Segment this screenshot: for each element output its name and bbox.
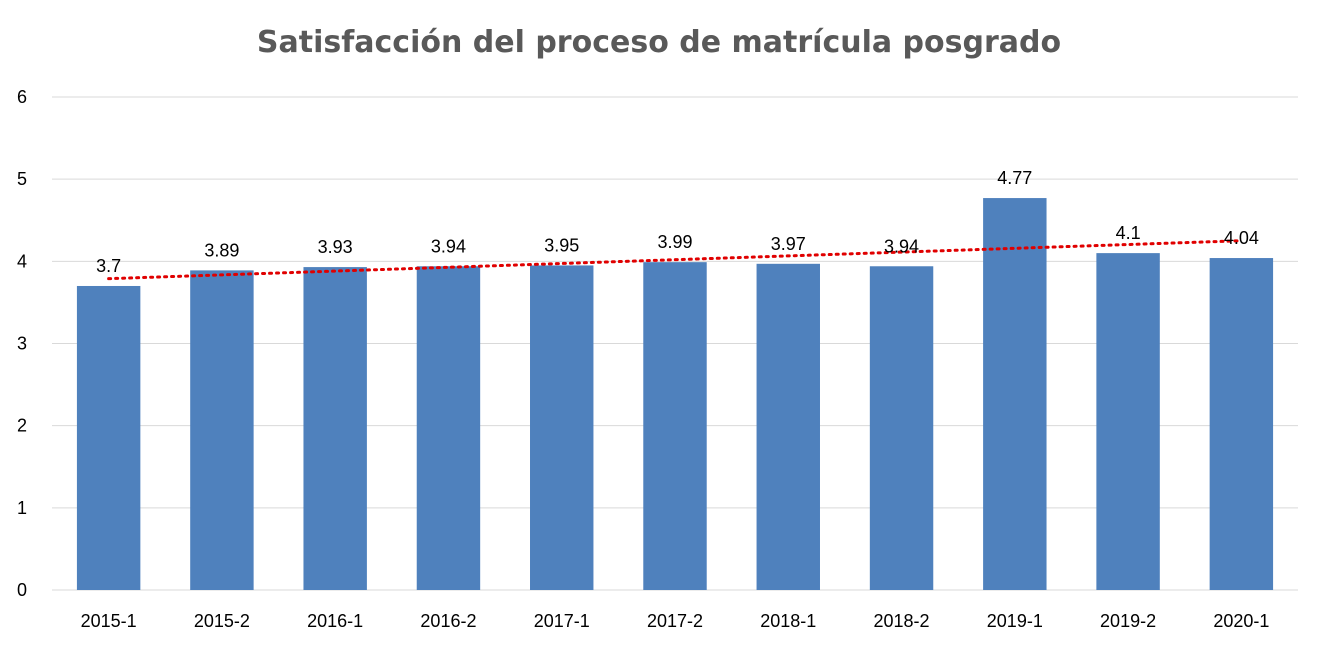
x-tick-label: 2018-1 bbox=[760, 611, 816, 631]
x-axis-ticks: 2015-1 2015-2 2016-1 2016-2 2017-1 2017-2 2018… bbox=[81, 611, 1270, 631]
bar bbox=[76, 285, 141, 590]
data-label: 3.94 bbox=[431, 236, 466, 256]
bar bbox=[530, 265, 594, 590]
y-axis-ticks: 0 1 2 3 4 5 6 bbox=[17, 87, 27, 600]
data-label: 3.97 bbox=[771, 234, 806, 254]
x-tick-label: 2015-2 bbox=[194, 611, 250, 631]
x-tick-label: 2019-1 bbox=[987, 611, 1043, 631]
y-tick-label: 1 bbox=[17, 498, 27, 518]
x-tick-label: 2015-1 bbox=[81, 611, 137, 631]
trendline bbox=[107, 239, 1243, 281]
bar bbox=[303, 267, 367, 590]
bar bbox=[983, 198, 1047, 590]
bar bbox=[416, 266, 481, 590]
x-tick-label: 2017-1 bbox=[534, 611, 590, 631]
data-label: 3.89 bbox=[204, 240, 239, 260]
y-tick-label: 3 bbox=[17, 334, 27, 354]
data-label: 4.04 bbox=[1224, 228, 1259, 248]
trendline-layer bbox=[107, 239, 1243, 281]
data-label: 3.94 bbox=[884, 236, 919, 256]
x-tick-label: 2016-2 bbox=[420, 611, 476, 631]
data-label: 4.1 bbox=[1116, 223, 1141, 243]
data-label: 3.93 bbox=[318, 237, 353, 257]
y-tick-label: 5 bbox=[17, 169, 27, 189]
bar bbox=[869, 266, 934, 590]
y-tick-label: 0 bbox=[17, 580, 27, 600]
x-tick-label: 2019-2 bbox=[1100, 611, 1156, 631]
data-label: 3.95 bbox=[544, 235, 579, 255]
bar bbox=[756, 263, 820, 590]
chart-title: Satisfacción del proceso de matrícula po… bbox=[257, 25, 1061, 60]
x-tick-label: 2017-2 bbox=[647, 611, 703, 631]
x-tick-label: 2016-1 bbox=[307, 611, 363, 631]
data-label: 4.77 bbox=[997, 168, 1032, 188]
bar bbox=[190, 270, 254, 590]
bar bbox=[643, 262, 707, 590]
data-labels: 3.7 3.89 3.93 3.94 3.95 3.99 3.97 3.94 4.77 4.1 4.… bbox=[96, 168, 1259, 276]
y-tick-label: 6 bbox=[17, 87, 27, 107]
bar bbox=[1096, 253, 1160, 590]
y-tick-label: 4 bbox=[17, 251, 27, 271]
y-tick-label: 2 bbox=[17, 416, 27, 436]
data-label: 3.7 bbox=[96, 256, 121, 276]
bars bbox=[76, 198, 1274, 590]
x-tick-label: 2018-2 bbox=[874, 611, 930, 631]
bar bbox=[1209, 258, 1274, 590]
data-label: 3.99 bbox=[657, 232, 692, 252]
x-tick-label: 2020-1 bbox=[1213, 611, 1269, 631]
